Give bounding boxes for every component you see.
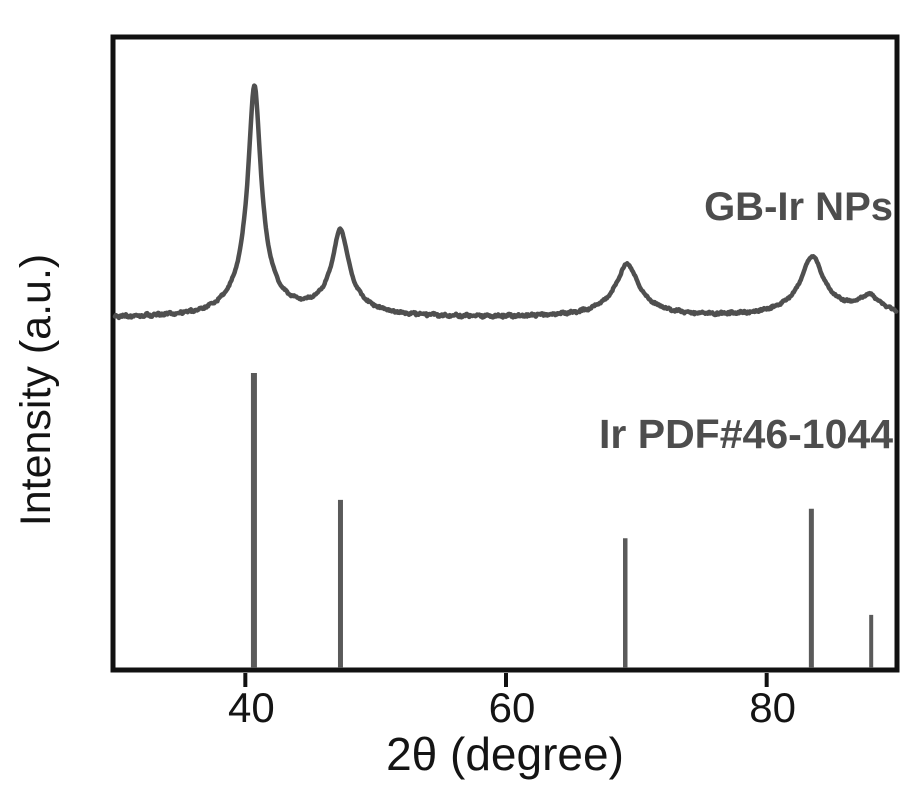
series-label-gb-ir-nps: GB-Ir NPs xyxy=(704,185,893,229)
xrd-curve-path xyxy=(112,83,899,321)
reference-stick-group xyxy=(250,373,874,668)
plot-frame xyxy=(110,34,900,673)
series-label-ir-pdf: Ir PDF#46-1044 xyxy=(599,411,893,457)
x-tick-label: 60 xyxy=(489,684,536,731)
x-tick-label: 80 xyxy=(749,684,796,731)
x-axis-label: 2θ (degree) xyxy=(386,728,624,780)
x-axis-ticks: 40 60 80 xyxy=(228,673,796,731)
x-tick-label: 40 xyxy=(228,684,275,731)
y-axis-label: Intensity (a.u.) xyxy=(12,254,60,526)
